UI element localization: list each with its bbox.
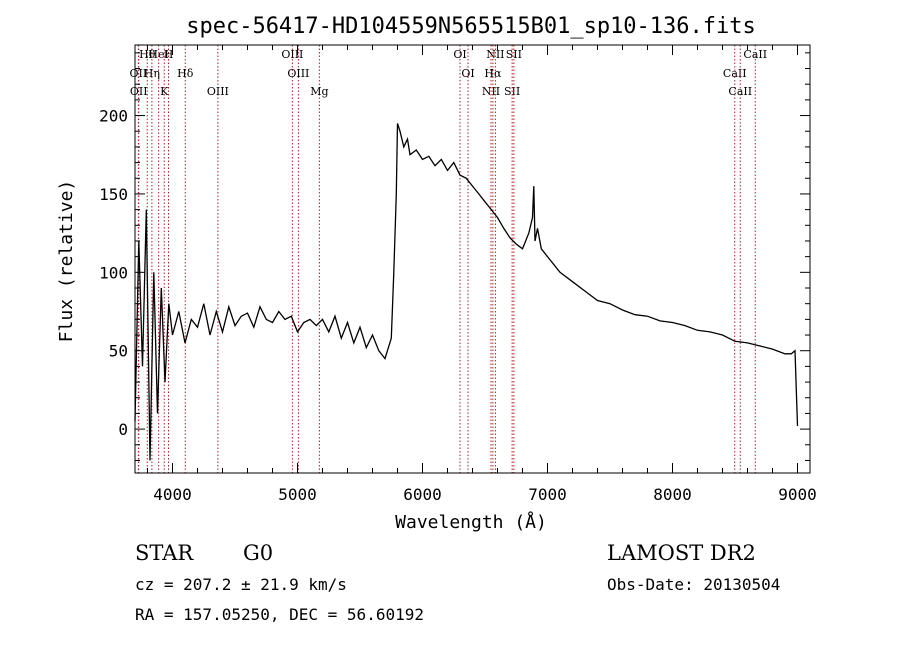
observation-date: Obs-Date: 20130504 (607, 575, 780, 594)
emission-line-label: OI (461, 67, 474, 80)
emission-line-label: OII (130, 85, 148, 98)
object-subclass: G0 (243, 541, 273, 565)
y-axis-label: Flux (relative) (56, 180, 77, 343)
survey-name: LAMOST DR2 (607, 541, 756, 565)
emission-lines: HθOIIOIIHeIHηKHHδOIIIOIIIOIIIMgOIOINIINI… (130, 45, 767, 473)
y-tick-label: 150 (99, 185, 128, 204)
emission-line-label: NII (486, 48, 504, 61)
y-tick-label: 200 (99, 107, 128, 126)
emission-line-label: Mg (310, 85, 328, 98)
emission-line-label: SII (506, 48, 522, 61)
y-tick-label: 100 (99, 263, 128, 282)
x-tick-label: 6000 (403, 485, 442, 504)
emission-line-label: Hα (484, 67, 502, 80)
coordinates: RA = 157.05250, DEC = 56.60192 (135, 605, 424, 624)
y-axis-ticks: 0 50 100 150 200 (99, 52, 810, 461)
emission-line-label: Hη (144, 67, 160, 80)
emission-line-label: CaII (743, 48, 767, 61)
x-tick-label: 4000 (153, 485, 192, 504)
spectrum-series (134, 123, 799, 461)
x-tick-label: 9000 (778, 485, 817, 504)
emission-line-label: Hθ (139, 48, 156, 61)
emission-line-label: OIII (281, 48, 303, 61)
emission-line-label: H (164, 48, 174, 61)
y-tick-label: 50 (109, 342, 128, 361)
x-tick-label: 8000 (653, 485, 692, 504)
emission-line-label: SII (504, 85, 520, 98)
plot-frame (134, 44, 811, 474)
x-tick-label: 7000 (528, 485, 567, 504)
x-axis-ticks: 4000 5000 6000 7000 8000 9000 (147, 45, 817, 504)
redshift-value: cz = 207.2 ± 21.9 km/s (135, 575, 347, 594)
emission-line-label: K (160, 85, 169, 98)
emission-line-label: CaII (723, 67, 747, 80)
chart-title: spec-56417-HD104559N565515B01_sp10-136.f… (186, 14, 756, 39)
emission-line-label: NII (482, 85, 500, 98)
emission-line-label: OIII (287, 67, 309, 80)
x-axis-label: Wavelength (Å) (395, 511, 547, 533)
spectrum-line (134, 123, 799, 461)
emission-line-label: CaII (728, 85, 752, 98)
emission-line-label: OIII (207, 85, 229, 98)
emission-line-label: OI (453, 48, 466, 61)
y-tick-label: 0 (118, 420, 128, 439)
emission-line-label: Hδ (177, 67, 194, 80)
object-class: STAR (135, 541, 194, 565)
emission-line-label: HeI (148, 48, 168, 61)
x-tick-label: 5000 (278, 485, 317, 504)
